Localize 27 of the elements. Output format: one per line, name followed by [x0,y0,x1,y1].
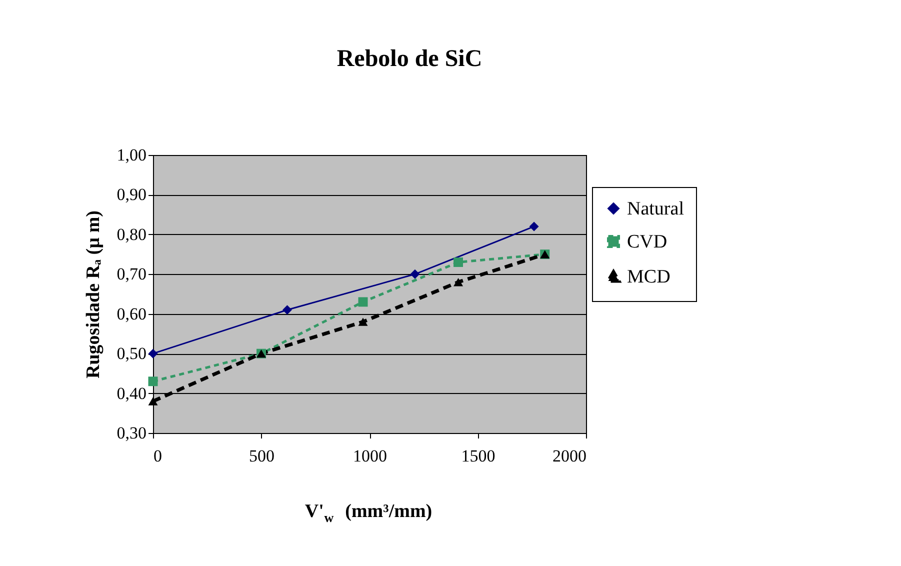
x-tick-label: 2000 [552,446,586,466]
y-tick-label: 1,00 [116,146,146,164]
point [358,318,368,326]
y-tick-label: 0,70 [116,264,146,284]
y-tick-label: 0,50 [116,344,146,364]
point [358,297,368,307]
y-tick-label: 0,60 [116,304,146,324]
legend-label: MCD [627,266,670,288]
point [454,257,464,267]
y-tick-label: 0,90 [116,185,146,204]
y-tick-label: 0,40 [116,384,146,403]
x-tick-label: 1500 [461,446,496,466]
y-tick-label: 0,30 [116,424,146,442]
x-tick-label: 0 [154,446,162,466]
point [529,222,539,232]
point [410,269,420,279]
x-tick-label: 500 [249,446,274,466]
point [282,305,292,315]
legend-label: Natural [627,198,684,220]
x-tick-label: 1000 [353,446,387,466]
point [148,376,158,386]
chart-title: Rebolo de SiC [336,46,482,72]
point [148,397,158,406]
y-axis-title: Rugosidade Rₐ (µ m) [82,210,104,378]
y-tick-label: 0,80 [116,224,146,244]
legend-label: CVD [627,232,668,252]
point [454,278,464,286]
